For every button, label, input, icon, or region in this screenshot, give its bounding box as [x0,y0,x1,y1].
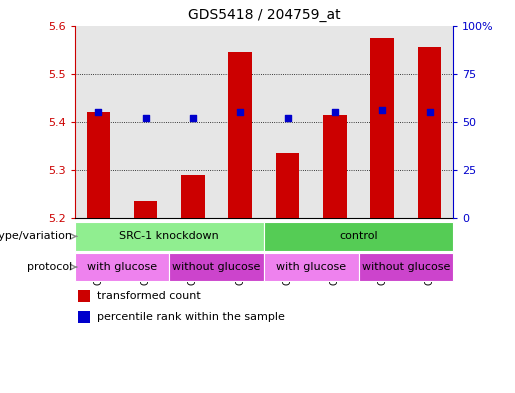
Bar [276,153,299,218]
Bar [169,26,217,218]
Bar [264,26,311,218]
Bar [75,222,264,251]
Text: percentile rank within the sample: percentile rank within the sample [97,312,285,322]
Text: with glucose: with glucose [87,262,157,272]
Text: without glucose: without glucose [362,262,450,272]
Bar [418,47,441,218]
Point [142,115,150,121]
Point [236,109,245,115]
Text: without glucose: without glucose [173,262,261,272]
Bar [78,290,90,302]
Bar [406,26,453,218]
Text: transformed count: transformed count [97,291,201,301]
Text: SRC-1 knockdown: SRC-1 knockdown [119,231,219,241]
Text: with glucose: with glucose [276,262,346,272]
Bar [78,311,90,323]
Bar [75,26,122,218]
Text: genotype/variation: genotype/variation [0,231,72,241]
Text: control: control [339,231,378,241]
Point [283,115,291,121]
Point [189,115,197,121]
Bar [370,38,394,218]
Point [331,109,339,115]
Text: protocol: protocol [27,262,72,272]
Bar [169,253,264,281]
Bar [217,26,264,218]
Bar [358,253,453,281]
Bar [122,26,169,218]
Bar [311,26,358,218]
Bar [264,222,453,251]
Bar [323,115,347,218]
Bar [75,253,169,281]
Point [425,109,434,115]
Bar [181,175,205,218]
Bar [134,201,158,218]
Bar [358,26,406,218]
Point [94,109,102,115]
Title: GDS5418 / 204759_at: GDS5418 / 204759_at [187,8,340,22]
Bar [264,253,358,281]
Point [378,107,386,114]
Bar [87,112,110,218]
Bar [229,52,252,218]
